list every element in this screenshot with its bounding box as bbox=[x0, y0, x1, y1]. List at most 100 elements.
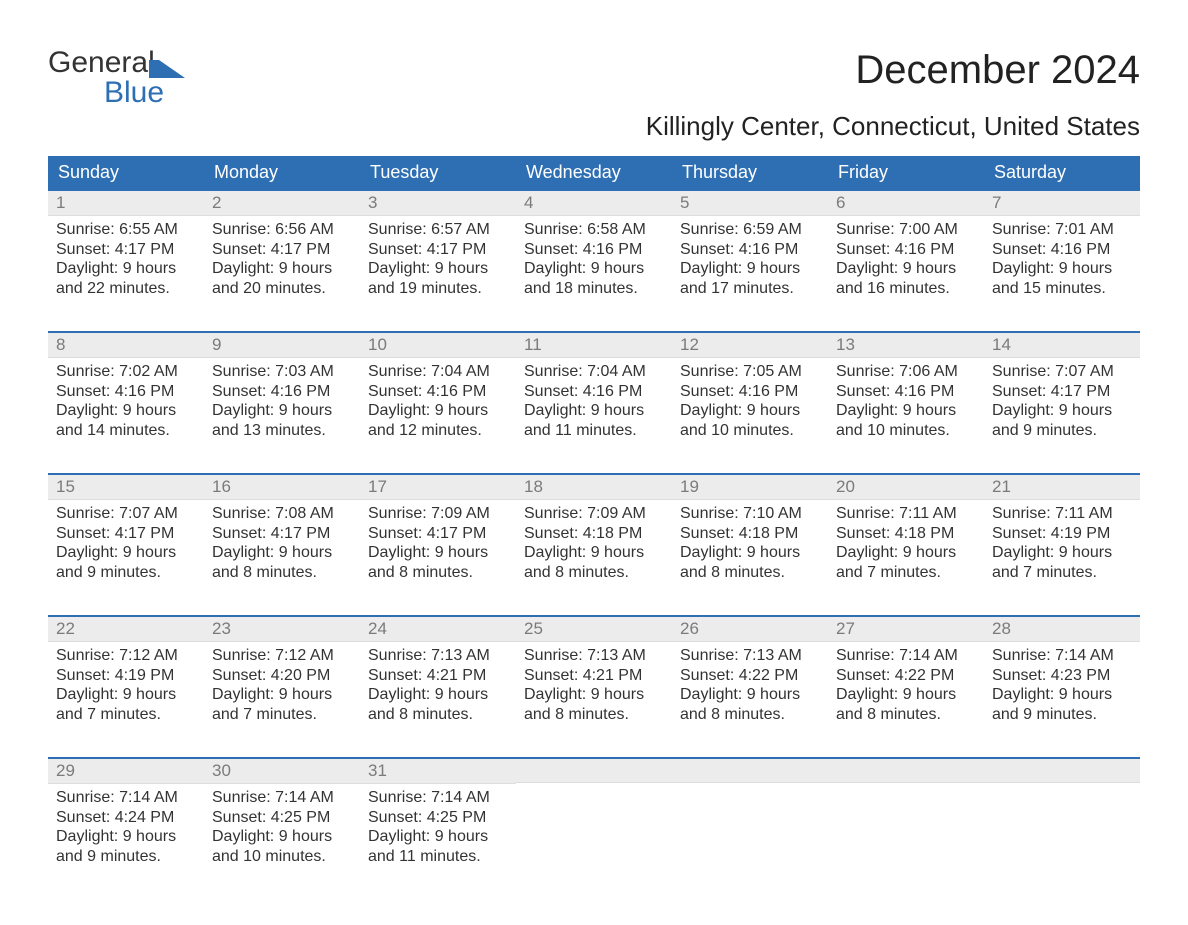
day-cell: 18Sunrise: 7:09 AMSunset: 4:18 PMDayligh… bbox=[516, 475, 672, 593]
sunrise-text: Sunrise: 7:03 AM bbox=[212, 362, 352, 382]
day-cell: 6 Sunrise: 7:00 AMSunset: 4:16 PMDaylight… bbox=[828, 191, 984, 309]
day-number-bar: 14 bbox=[984, 333, 1140, 358]
sunrise-text: Sunrise: 7:01 AM bbox=[992, 220, 1132, 240]
daylight-text: Daylight: 9 hours and 7 minutes. bbox=[212, 685, 352, 724]
day-number-bar: 19 bbox=[672, 475, 828, 500]
sunset-text: Sunset: 4:16 PM bbox=[836, 240, 976, 260]
sunrise-text: Sunrise: 7:06 AM bbox=[836, 362, 976, 382]
logo-top-row: General bbox=[48, 48, 185, 78]
day-content: Sunrise: 7:11 AMSunset: 4:18 PMDaylight:… bbox=[828, 500, 984, 586]
day-cell: 12Sunrise: 7:05 AMSunset: 4:16 PMDayligh… bbox=[672, 333, 828, 451]
sunrise-text: Sunrise: 7:04 AM bbox=[524, 362, 664, 382]
day-number-bar: 1 bbox=[48, 191, 204, 216]
day-content: Sunrise: 7:00 AMSunset: 4:16 PMDaylight:… bbox=[828, 216, 984, 302]
daylight-text: Daylight: 9 hours and 15 minutes. bbox=[992, 259, 1132, 298]
day-content: Sunrise: 7:08 AMSunset: 4:17 PMDaylight:… bbox=[204, 500, 360, 586]
sunrise-text: Sunrise: 7:14 AM bbox=[56, 788, 196, 808]
day-cell: 8Sunrise: 7:02 AMSunset: 4:16 PMDaylight… bbox=[48, 333, 204, 451]
day-content: Sunrise: 7:07 AMSunset: 4:17 PMDaylight:… bbox=[984, 358, 1140, 444]
sunrise-text: Sunrise: 7:13 AM bbox=[368, 646, 508, 666]
sunset-text: Sunset: 4:16 PM bbox=[56, 382, 196, 402]
sunset-text: Sunset: 4:22 PM bbox=[836, 666, 976, 686]
day-number-bar: 22 bbox=[48, 617, 204, 642]
daylight-text: Daylight: 9 hours and 8 minutes. bbox=[680, 685, 820, 724]
day-number: 7 bbox=[992, 193, 1001, 212]
daylight-text: Daylight: 9 hours and 17 minutes. bbox=[680, 259, 820, 298]
empty-day-bar bbox=[516, 759, 672, 783]
day-number: 19 bbox=[680, 477, 699, 496]
day-number-bar: 4 bbox=[516, 191, 672, 216]
day-number-bar: 23 bbox=[204, 617, 360, 642]
sunrise-text: Sunrise: 7:09 AM bbox=[368, 504, 508, 524]
day-content: Sunrise: 7:14 AMSunset: 4:24 PMDaylight:… bbox=[48, 784, 204, 870]
day-cell: 2Sunrise: 6:56 AMSunset: 4:17 PMDaylight… bbox=[204, 191, 360, 309]
day-cell: 23Sunrise: 7:12 AMSunset: 4:20 PMDayligh… bbox=[204, 617, 360, 735]
daylight-text: Daylight: 9 hours and 8 minutes. bbox=[524, 685, 664, 724]
daylight-text: Daylight: 9 hours and 19 minutes. bbox=[368, 259, 508, 298]
daylight-text: Daylight: 9 hours and 7 minutes. bbox=[992, 543, 1132, 582]
day-number: 13 bbox=[836, 335, 855, 354]
weekday-wednesday: Wednesday bbox=[516, 156, 672, 189]
calendar: Sunday Monday Tuesday Wednesday Thursday… bbox=[48, 156, 1140, 877]
day-content: Sunrise: 7:04 AMSunset: 4:16 PMDaylight:… bbox=[360, 358, 516, 444]
day-cell: 30Sunrise: 7:14 AMSunset: 4:25 PMDayligh… bbox=[204, 759, 360, 877]
day-number: 1 bbox=[56, 193, 65, 212]
daylight-text: Daylight: 9 hours and 8 minutes. bbox=[368, 543, 508, 582]
day-number: 11 bbox=[524, 335, 542, 354]
day-content: Sunrise: 6:59 AMSunset: 4:16 PMDaylight:… bbox=[672, 216, 828, 302]
daylight-text: Daylight: 9 hours and 10 minutes. bbox=[680, 401, 820, 440]
day-number: 23 bbox=[212, 619, 231, 638]
sunrise-text: Sunrise: 7:14 AM bbox=[212, 788, 352, 808]
weekday-friday: Friday bbox=[828, 156, 984, 189]
day-cell bbox=[984, 759, 1140, 877]
day-number-bar: 9 bbox=[204, 333, 360, 358]
weekday-tuesday: Tuesday bbox=[360, 156, 516, 189]
sunrise-text: Sunrise: 7:05 AM bbox=[680, 362, 820, 382]
day-number-bar: 24 bbox=[360, 617, 516, 642]
day-number: 6 bbox=[836, 193, 845, 212]
daylight-text: Daylight: 9 hours and 9 minutes. bbox=[992, 685, 1132, 724]
daylight-text: Daylight: 9 hours and 7 minutes. bbox=[836, 543, 976, 582]
day-number: 9 bbox=[212, 335, 221, 354]
daylight-text: Daylight: 9 hours and 7 minutes. bbox=[56, 685, 196, 724]
weekday-sunday: Sunday bbox=[48, 156, 204, 189]
day-cell: 13Sunrise: 7:06 AMSunset: 4:16 PMDayligh… bbox=[828, 333, 984, 451]
day-content: Sunrise: 7:01 AMSunset: 4:16 PMDaylight:… bbox=[984, 216, 1140, 302]
daylight-text: Daylight: 9 hours and 11 minutes. bbox=[524, 401, 664, 440]
day-number: 27 bbox=[836, 619, 855, 638]
day-content: Sunrise: 7:10 AMSunset: 4:18 PMDaylight:… bbox=[672, 500, 828, 586]
day-number-bar: 31 bbox=[360, 759, 516, 784]
title-block: December 2024 Killingly Center, Connecti… bbox=[646, 48, 1140, 142]
day-number-bar: 27 bbox=[828, 617, 984, 642]
day-cell bbox=[672, 759, 828, 877]
day-content: Sunrise: 7:02 AMSunset: 4:16 PMDaylight:… bbox=[48, 358, 204, 444]
day-content: Sunrise: 7:12 AMSunset: 4:19 PMDaylight:… bbox=[48, 642, 204, 728]
day-number: 22 bbox=[56, 619, 75, 638]
day-cell: 21Sunrise: 7:11 AMSunset: 4:19 PMDayligh… bbox=[984, 475, 1140, 593]
sunset-text: Sunset: 4:19 PM bbox=[992, 524, 1132, 544]
sunrise-text: Sunrise: 6:56 AM bbox=[212, 220, 352, 240]
daylight-text: Daylight: 9 hours and 10 minutes. bbox=[836, 401, 976, 440]
day-number-bar: 8 bbox=[48, 333, 204, 358]
sunset-text: Sunset: 4:17 PM bbox=[368, 240, 508, 260]
day-content: Sunrise: 6:58 AMSunset: 4:16 PMDaylight:… bbox=[516, 216, 672, 302]
day-content: Sunrise: 7:05 AMSunset: 4:16 PMDaylight:… bbox=[672, 358, 828, 444]
empty-day-bar bbox=[828, 759, 984, 783]
week-row: 8Sunrise: 7:02 AMSunset: 4:16 PMDaylight… bbox=[48, 331, 1140, 451]
sunset-text: Sunset: 4:18 PM bbox=[836, 524, 976, 544]
day-content: Sunrise: 7:04 AMSunset: 4:16 PMDaylight:… bbox=[516, 358, 672, 444]
sunset-text: Sunset: 4:16 PM bbox=[680, 240, 820, 260]
weekday-thursday: Thursday bbox=[672, 156, 828, 189]
day-number-bar: 26 bbox=[672, 617, 828, 642]
day-number-bar: 18 bbox=[516, 475, 672, 500]
sunrise-text: Sunrise: 7:08 AM bbox=[212, 504, 352, 524]
day-number: 28 bbox=[992, 619, 1011, 638]
day-cell: 15Sunrise: 7:07 AMSunset: 4:17 PMDayligh… bbox=[48, 475, 204, 593]
daylight-text: Daylight: 9 hours and 22 minutes. bbox=[56, 259, 196, 298]
day-number-bar: 7 bbox=[984, 191, 1140, 216]
sunset-text: Sunset: 4:17 PM bbox=[992, 382, 1132, 402]
daylight-text: Daylight: 9 hours and 8 minutes. bbox=[212, 543, 352, 582]
day-content: Sunrise: 7:09 AMSunset: 4:18 PMDaylight:… bbox=[516, 500, 672, 586]
day-number: 5 bbox=[680, 193, 689, 212]
day-cell: 26Sunrise: 7:13 AMSunset: 4:22 PMDayligh… bbox=[672, 617, 828, 735]
